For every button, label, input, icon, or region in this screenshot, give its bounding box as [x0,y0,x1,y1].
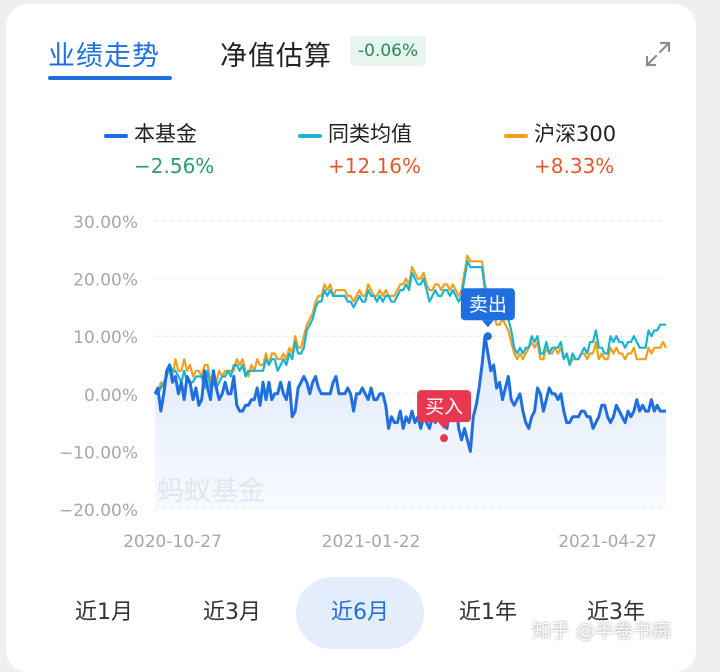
legend-label: 同类均值 [328,122,412,146]
buy-tag-bg [417,390,472,423]
tab-performance[interactable]: 业绩走势 [48,41,160,72]
y-tick-label: 20.00% [73,271,138,291]
x-tick-label: 2020-10-27 [123,532,222,552]
period-3m[interactable]: 近3月 [203,600,261,625]
page-watermark: 知乎 @半卷书痴 [532,620,672,642]
x-tick-label: 2021-04-27 [558,532,657,552]
y-tick-label: 0.00% [84,386,138,406]
legend-label: 沪深300 [534,122,617,146]
expand-arrows-icon[interactable] [644,40,672,68]
legend-label: 本基金 [134,122,197,146]
legend-swatch [298,134,322,138]
fund-chart-card [6,4,696,672]
y-tick-label: −20.00% [59,501,138,521]
tab-nav-estimate[interactable]: 净值估算 [220,41,332,72]
period-3y[interactable]: 近3年 [587,600,645,625]
line-fund [153,334,666,453]
period-1y[interactable]: 近1年 [459,600,517,625]
sell-point-marker [483,332,492,341]
y-tick-label: −10.00% [59,443,138,463]
y-tick-label: 30.00% [73,213,138,233]
legend-swatch [104,134,128,138]
y-tick-label: 10.00% [73,328,138,348]
line-category-average [155,260,666,395]
estimate-change-badge: -0.06% [350,36,427,66]
period-6m[interactable]: 近6月 [296,577,424,649]
chart-watermark: 蚂蚁基金 [157,476,265,507]
legend-value: +8.33% [534,154,615,178]
buy-tag-pointer [438,422,451,430]
active-tab-indicator [48,76,172,80]
legend-value: −2.56% [134,154,215,178]
buy-tag-label: 买入 [425,396,463,418]
buy-point-marker [440,434,449,443]
x-tick-label: 2021-01-22 [322,532,421,552]
legend-value: +12.16% [328,154,422,178]
period-1m[interactable]: 近1月 [75,600,133,625]
sell-tag-pointer [481,320,494,328]
sell-tag-bg [460,288,515,321]
sell-tag-label: 卖出 [469,294,507,316]
legend-swatch [504,134,528,138]
